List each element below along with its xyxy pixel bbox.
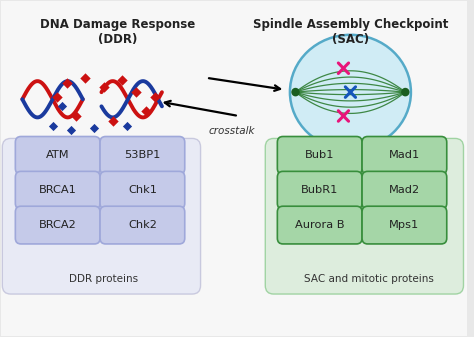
FancyBboxPatch shape (265, 139, 464, 294)
Text: crosstalk: crosstalk (209, 125, 255, 135)
Ellipse shape (290, 35, 411, 149)
Text: Aurora B: Aurora B (295, 220, 345, 230)
Point (123, 123, 131, 128)
Text: BubR1: BubR1 (301, 185, 338, 195)
Point (118, 78, 126, 83)
FancyBboxPatch shape (277, 172, 362, 209)
Point (58, 104, 66, 109)
Text: SAC and mitotic proteins: SAC and mitotic proteins (304, 274, 434, 284)
Text: Chk1: Chk1 (128, 185, 157, 195)
Text: ATM: ATM (46, 150, 70, 160)
FancyBboxPatch shape (100, 172, 185, 209)
Point (151, 94, 159, 99)
FancyBboxPatch shape (277, 206, 362, 244)
Text: Mps1: Mps1 (389, 220, 419, 230)
Text: BRCA1: BRCA1 (39, 185, 77, 195)
Point (133, 89, 140, 95)
FancyBboxPatch shape (15, 206, 100, 244)
FancyBboxPatch shape (15, 172, 100, 209)
Point (109, 118, 117, 123)
Point (82, 75, 89, 81)
Point (91, 125, 98, 131)
FancyBboxPatch shape (100, 206, 185, 244)
Circle shape (292, 88, 300, 96)
FancyBboxPatch shape (362, 206, 447, 244)
Text: BRCA2: BRCA2 (39, 220, 77, 230)
FancyBboxPatch shape (2, 139, 201, 294)
Text: Bub1: Bub1 (305, 150, 335, 160)
Point (67, 128, 75, 133)
Text: Spindle Assembly Checkpoint
(SAC): Spindle Assembly Checkpoint (SAC) (253, 18, 448, 46)
Text: Mad1: Mad1 (389, 150, 420, 160)
Text: Chk2: Chk2 (128, 220, 157, 230)
FancyBboxPatch shape (362, 172, 447, 209)
Point (72, 113, 80, 119)
Point (49, 123, 56, 128)
FancyBboxPatch shape (277, 136, 362, 174)
Text: Mad2: Mad2 (389, 185, 420, 195)
Text: DNA Damage Response
(DDR): DNA Damage Response (DDR) (40, 18, 195, 46)
Point (142, 109, 149, 114)
Circle shape (401, 88, 410, 96)
Point (63, 80, 70, 85)
Text: DDR proteins: DDR proteins (69, 274, 138, 284)
FancyBboxPatch shape (15, 136, 100, 174)
Point (100, 85, 108, 90)
FancyBboxPatch shape (100, 136, 185, 174)
Text: 53BP1: 53BP1 (124, 150, 161, 160)
FancyBboxPatch shape (362, 136, 447, 174)
Point (54, 94, 61, 99)
